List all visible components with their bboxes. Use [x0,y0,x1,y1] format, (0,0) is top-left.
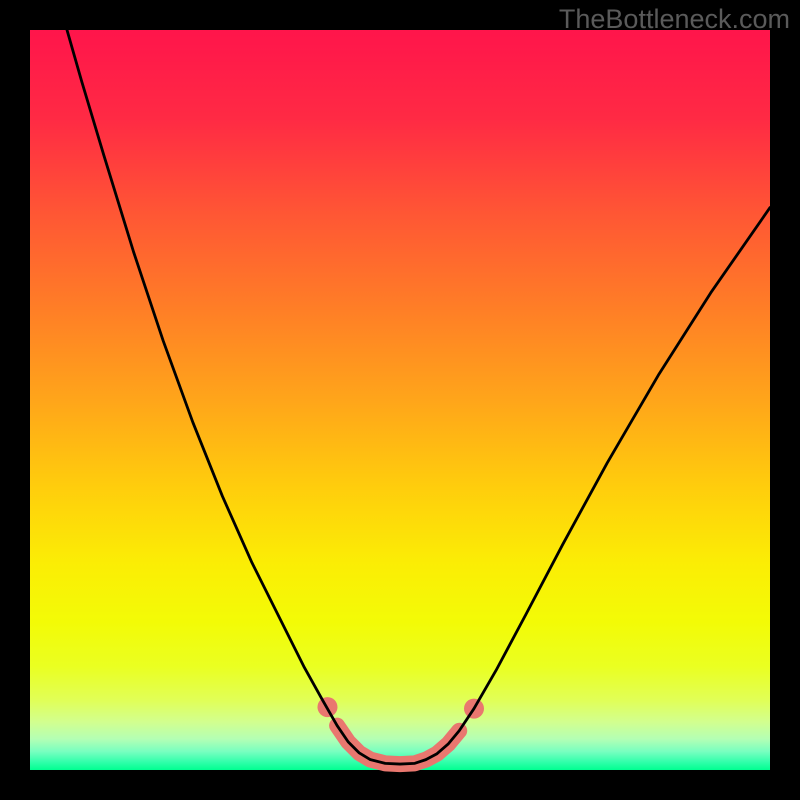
bottleneck-chart [30,30,770,770]
watermark-text: TheBottleneck.com [559,4,790,35]
bottleneck-curve [67,30,770,764]
curve-layer [30,30,770,770]
optimal-range-highlight [337,726,459,764]
